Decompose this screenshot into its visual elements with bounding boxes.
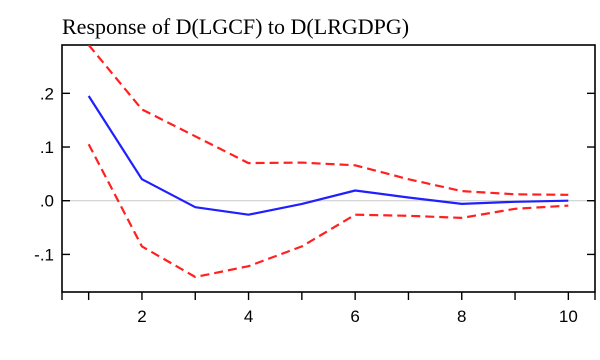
- upper-band-line: [87, 45, 569, 196]
- x-tick-label: 2: [137, 307, 146, 326]
- lower-band-line: [87, 143, 569, 279]
- x-tick-label: 4: [244, 307, 253, 326]
- x-tick-label: 8: [457, 307, 466, 326]
- x-tick-label: 6: [350, 307, 359, 326]
- y-tick-label: .0: [40, 192, 54, 211]
- chart-title: Response of D(LGCF) to D(LRGDPG): [62, 14, 410, 39]
- y-tick-label: .1: [40, 138, 54, 157]
- y-tick-label: -.1: [34, 245, 54, 264]
- y-tick-label: .2: [40, 84, 54, 103]
- axes: [61, 44, 596, 300]
- plot-frame: [61, 44, 596, 293]
- x-tick-label: 10: [559, 307, 578, 326]
- tick-labels: .2 .1 .0 -.1 2 4 6 8 10: [34, 84, 578, 326]
- response-line: [87, 95, 569, 216]
- series: [87, 45, 569, 279]
